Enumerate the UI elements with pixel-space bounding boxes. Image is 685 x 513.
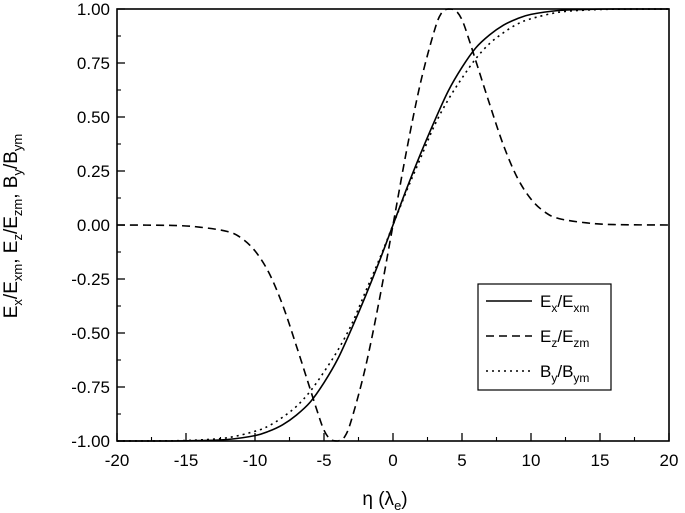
x-tick-label: -20 [105,451,130,470]
y-tick-label: -1.00 [71,432,110,451]
x-tick-label: 15 [591,451,610,470]
curves [116,8,670,442]
y-tick-label: -0.50 [71,324,110,343]
legend-label-3: By/Bym [540,362,589,385]
x-tick-labels: -20 -15 -10 -5 0 5 10 15 20 [105,451,679,470]
legend-label-2: Ez/Ezm [540,327,589,350]
x-tick-label: -10 [243,451,268,470]
plot-frame [116,8,670,442]
x-axis-title-sub: e [394,498,401,513]
y-tick-label: 0.50 [77,108,110,127]
y-axis-title: Ex/Exm, Ez/Ezm, By/Bym [1,134,25,319]
series-line-2 [116,8,670,442]
x-axis-title: η (λe) [362,489,407,513]
series-line-1 [117,8,669,442]
legend-label-1: Ex/Exm [540,292,589,315]
x-tick-label: 5 [457,451,466,470]
x-tick-label: -5 [316,451,331,470]
x-axis-title-tail: ) [401,489,407,510]
y-tick-label: -0.25 [71,270,110,289]
y-tick-label: 0.75 [77,54,110,73]
x-tick-label: 20 [660,451,679,470]
x-tick-label: -15 [174,451,199,470]
y-tick-label: 0.25 [77,162,110,181]
y-tick-label: 1.00 [77,0,110,19]
x-axis-title-main: η (λ [362,489,394,510]
x-tick-label: 0 [388,451,397,470]
y-tick-label: 0.00 [77,216,110,235]
x-tick-label: 10 [522,451,541,470]
y-tick-label: -0.75 [71,378,110,397]
y-tick-labels: -1.00 -0.75 -0.50 -0.25 0.00 0.25 0.50 0.75 1.00 [71,0,110,451]
legend: Ex/Exm Ez/Ezm By/Bym [477,283,612,391]
